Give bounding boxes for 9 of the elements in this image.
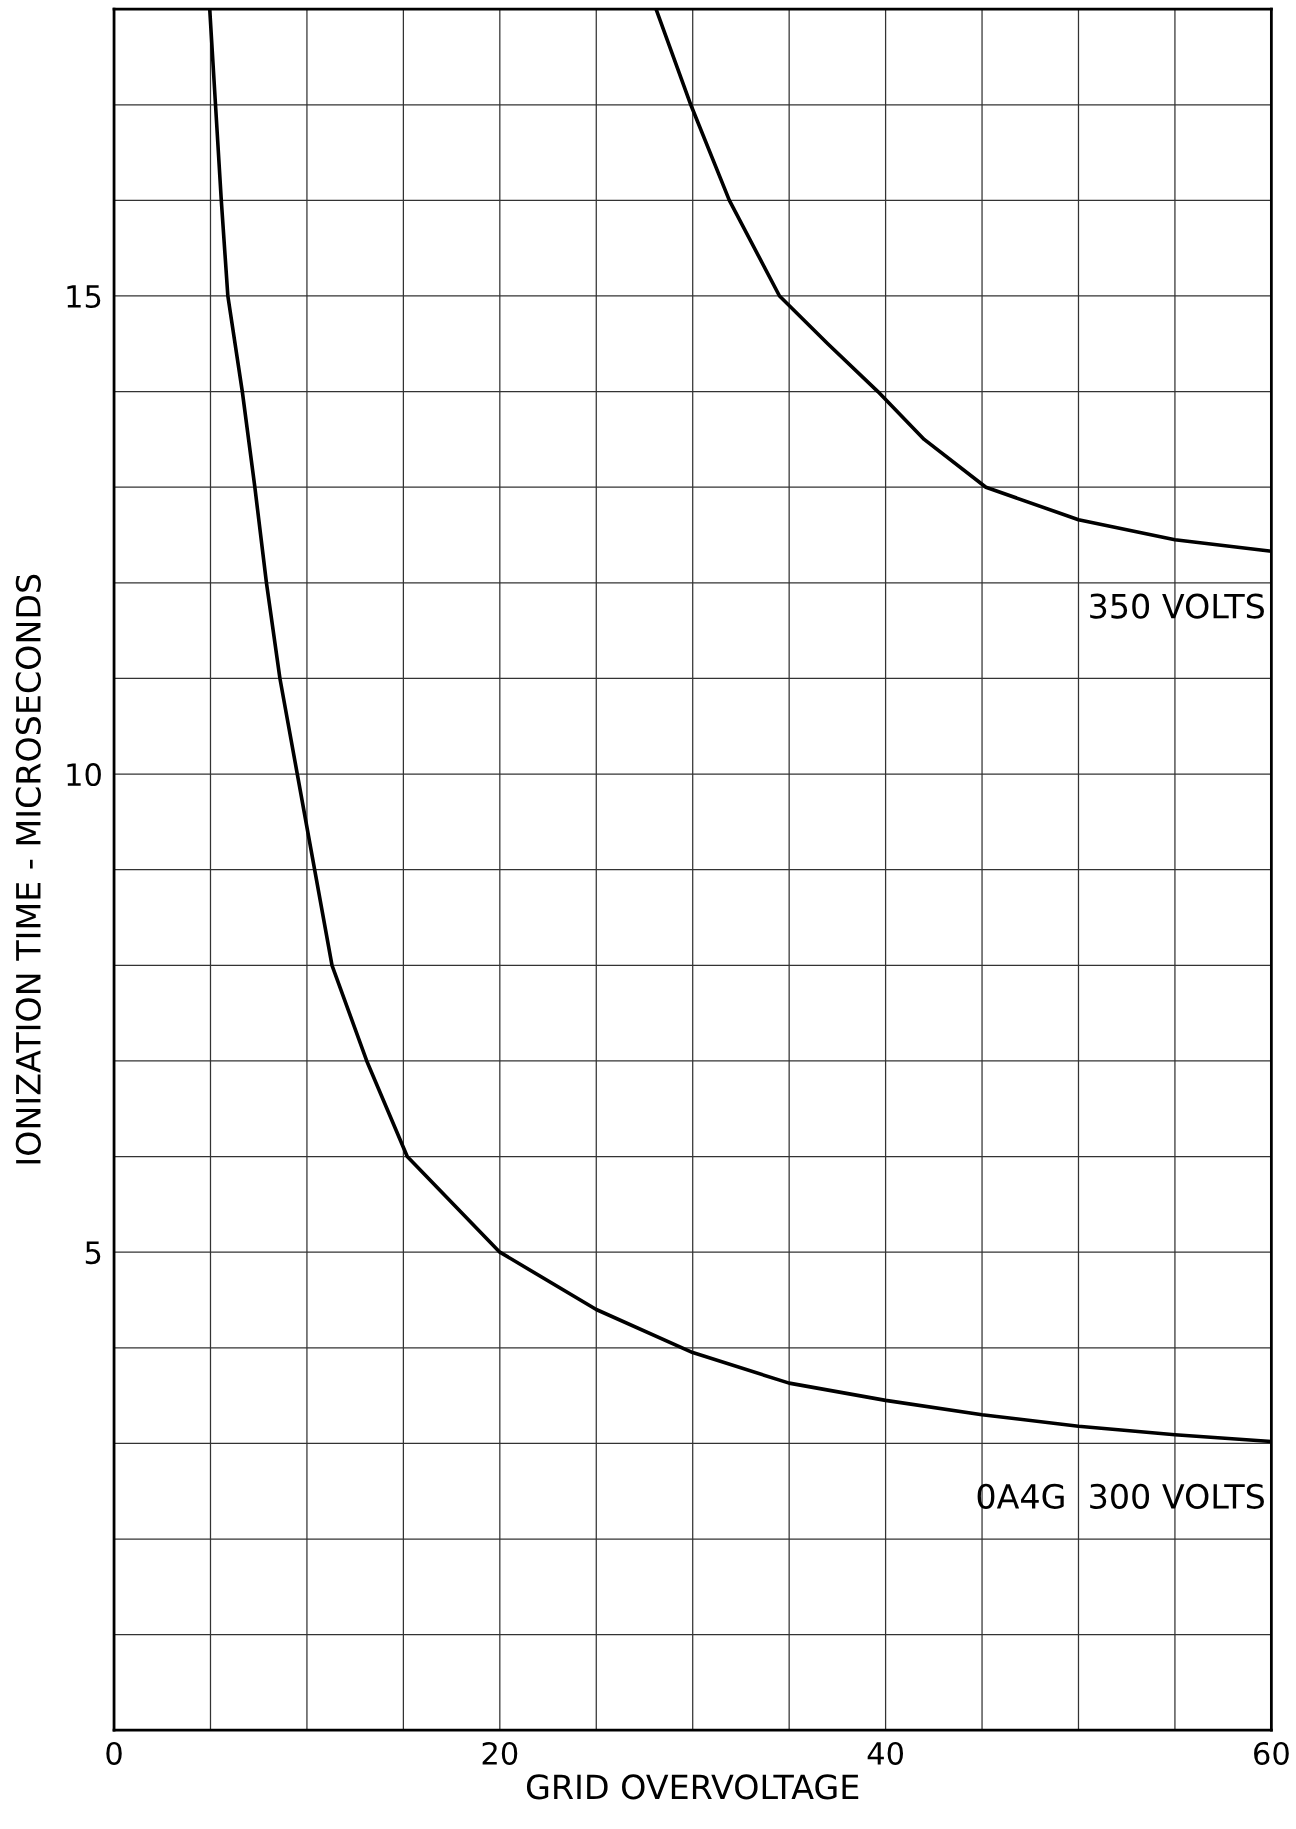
y-tick-label: 15 [67, 285, 101, 309]
y-axis-title: IONIZATION TIME - MICROSECONDS [15, 574, 41, 1164]
x-tick-label: 60 [1254, 1741, 1289, 1765]
x-tick-label: 40 [867, 1741, 904, 1765]
x-axis-title: GRID OVERVOLTAGE [526, 1774, 859, 1800]
x-tick-label: 0 [106, 1741, 122, 1765]
y-tick-label: 10 [67, 763, 101, 787]
y-tick-label: 5 [85, 1241, 101, 1265]
x-tick-label: 20 [482, 1741, 518, 1765]
